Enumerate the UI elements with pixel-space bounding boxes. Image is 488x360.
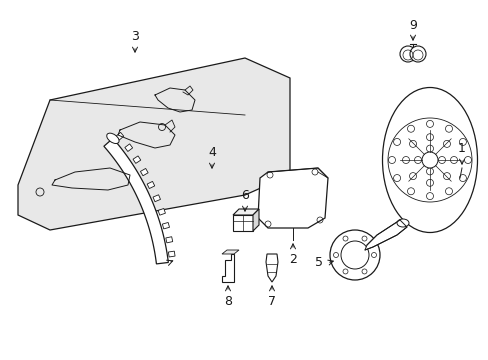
Text: 4: 4	[207, 146, 216, 159]
Polygon shape	[18, 58, 289, 230]
Bar	[168, 251, 175, 257]
Text: 2: 2	[288, 253, 296, 266]
Bar	[153, 195, 160, 202]
Circle shape	[402, 157, 408, 163]
Polygon shape	[232, 209, 259, 215]
Circle shape	[393, 175, 400, 181]
Polygon shape	[364, 220, 406, 250]
Circle shape	[340, 241, 368, 269]
Circle shape	[407, 125, 414, 132]
Ellipse shape	[396, 219, 408, 227]
Circle shape	[399, 46, 415, 62]
Circle shape	[445, 125, 451, 132]
Circle shape	[426, 120, 433, 127]
Polygon shape	[222, 250, 239, 254]
Bar	[162, 222, 169, 229]
Bar	[133, 156, 141, 163]
Text: 8: 8	[224, 295, 231, 308]
Circle shape	[426, 193, 433, 199]
Bar	[158, 208, 165, 215]
Text: 3: 3	[131, 30, 139, 43]
Circle shape	[438, 157, 445, 163]
Text: 9: 9	[408, 19, 416, 32]
Polygon shape	[258, 168, 327, 228]
Text: 7: 7	[267, 295, 275, 308]
Circle shape	[464, 157, 470, 163]
Circle shape	[426, 168, 433, 175]
Circle shape	[408, 173, 416, 180]
Circle shape	[449, 157, 457, 163]
Circle shape	[333, 252, 338, 257]
Circle shape	[393, 139, 400, 145]
Circle shape	[409, 46, 425, 62]
Circle shape	[329, 230, 379, 280]
Circle shape	[361, 269, 366, 274]
Circle shape	[361, 236, 366, 241]
Polygon shape	[103, 138, 168, 264]
Bar	[140, 168, 148, 176]
Ellipse shape	[106, 133, 119, 144]
Circle shape	[414, 157, 421, 163]
Circle shape	[342, 269, 347, 274]
Circle shape	[458, 139, 466, 145]
Bar	[124, 144, 132, 152]
Circle shape	[407, 188, 414, 195]
Bar	[165, 237, 172, 243]
Polygon shape	[252, 209, 259, 231]
Circle shape	[408, 140, 416, 147]
Circle shape	[458, 175, 466, 181]
Text: 6: 6	[241, 189, 248, 202]
Circle shape	[371, 252, 376, 257]
Circle shape	[443, 140, 449, 147]
Ellipse shape	[382, 87, 476, 233]
Circle shape	[445, 188, 451, 195]
Circle shape	[426, 134, 433, 141]
Polygon shape	[222, 254, 234, 282]
Circle shape	[421, 152, 437, 168]
Circle shape	[426, 179, 433, 186]
Circle shape	[443, 173, 449, 180]
Circle shape	[426, 145, 433, 152]
Circle shape	[342, 236, 347, 241]
Circle shape	[387, 157, 395, 163]
Bar	[147, 181, 154, 189]
Text: 1: 1	[457, 142, 465, 155]
Polygon shape	[265, 254, 278, 282]
Polygon shape	[232, 215, 252, 231]
Bar	[116, 132, 123, 140]
Text: 5: 5	[314, 256, 323, 270]
